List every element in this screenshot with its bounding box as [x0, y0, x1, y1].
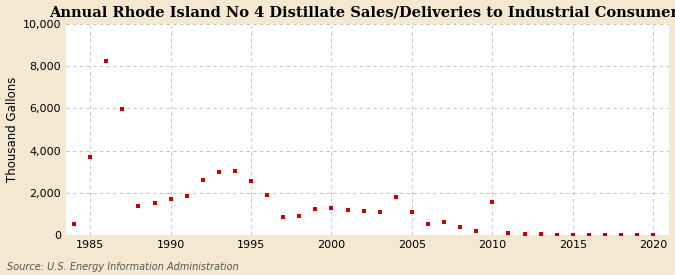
Point — [230, 169, 240, 173]
Point — [133, 204, 144, 208]
Point — [69, 221, 80, 226]
Point — [326, 206, 337, 211]
Point — [149, 201, 160, 205]
Point — [278, 215, 289, 219]
Point — [648, 233, 659, 237]
Point — [117, 107, 128, 111]
Point — [197, 178, 208, 182]
Point — [487, 200, 497, 204]
Point — [423, 222, 433, 226]
Point — [599, 233, 610, 237]
Point — [390, 195, 401, 199]
Point — [358, 209, 369, 214]
Title: Annual Rhode Island No 4 Distillate Sales/Deliveries to Industrial Consumers: Annual Rhode Island No 4 Distillate Sale… — [49, 6, 675, 20]
Point — [182, 194, 192, 198]
Point — [535, 232, 546, 236]
Point — [632, 233, 643, 237]
Point — [519, 232, 530, 236]
Point — [568, 233, 578, 237]
Point — [583, 233, 594, 237]
Point — [213, 170, 224, 174]
Point — [85, 155, 96, 159]
Point — [471, 229, 482, 233]
Point — [262, 193, 273, 197]
Point — [375, 210, 385, 215]
Point — [310, 207, 321, 211]
Point — [439, 219, 450, 224]
Point — [551, 233, 562, 237]
Point — [503, 231, 514, 236]
Text: Source: U.S. Energy Information Administration: Source: U.S. Energy Information Administ… — [7, 262, 238, 272]
Y-axis label: Thousand Gallons: Thousand Gallons — [5, 77, 18, 182]
Point — [246, 178, 256, 183]
Point — [406, 210, 417, 214]
Point — [455, 225, 466, 229]
Point — [616, 233, 626, 237]
Point — [101, 58, 111, 63]
Point — [53, 167, 63, 172]
Point — [165, 197, 176, 202]
Point — [294, 214, 304, 218]
Point — [342, 208, 353, 213]
